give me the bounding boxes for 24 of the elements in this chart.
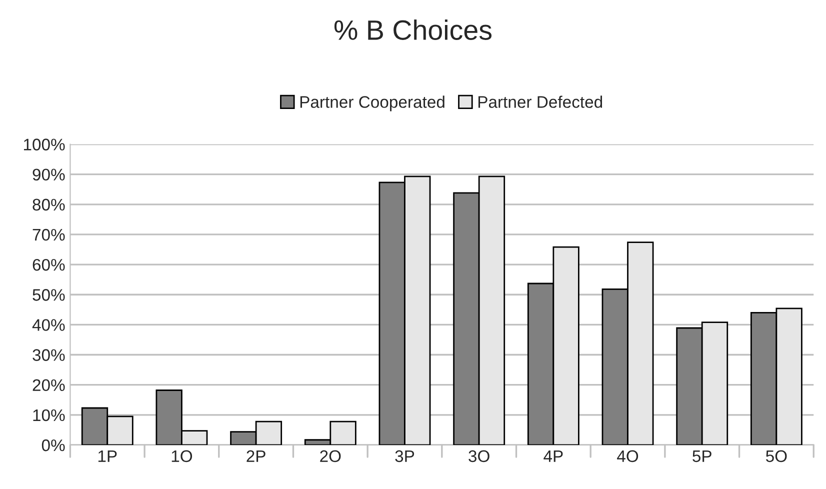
- y-tick-label: 40%: [32, 319, 65, 331]
- x-tick-label: 3P: [395, 450, 414, 462]
- x-tick-label: 1P: [98, 450, 117, 462]
- x-tick-label: 1O: [172, 450, 192, 462]
- y-tick-label: 60%: [32, 258, 65, 271]
- chart-title: % B Choices: [334, 20, 492, 40]
- x-tick-label: 4P: [544, 450, 563, 462]
- y-tick-label: 70%: [32, 228, 65, 241]
- x-tick-label: 2P: [246, 450, 266, 462]
- x-tick-label: 4O: [617, 450, 638, 462]
- y-tick-label: 100%: [24, 138, 65, 150]
- x-tick-label: 3O: [468, 450, 490, 462]
- y-tick-label: 20%: [32, 379, 65, 392]
- y-tick-label: 0%: [42, 439, 65, 452]
- y-tick-label: 90%: [32, 168, 65, 181]
- legend-label: Partner Defected: [478, 96, 602, 108]
- y-tick-label: 10%: [33, 409, 65, 422]
- x-tick-label: 5O: [766, 450, 787, 462]
- y-tick-label: 50%: [32, 289, 65, 301]
- x-tick-label: 2O: [320, 450, 341, 462]
- legend-label: Partner Cooperated: [300, 96, 444, 112]
- y-tick-label: 80%: [32, 198, 65, 211]
- y-tick-label: 30%: [32, 349, 65, 361]
- x-tick-label: 5P: [692, 450, 712, 462]
